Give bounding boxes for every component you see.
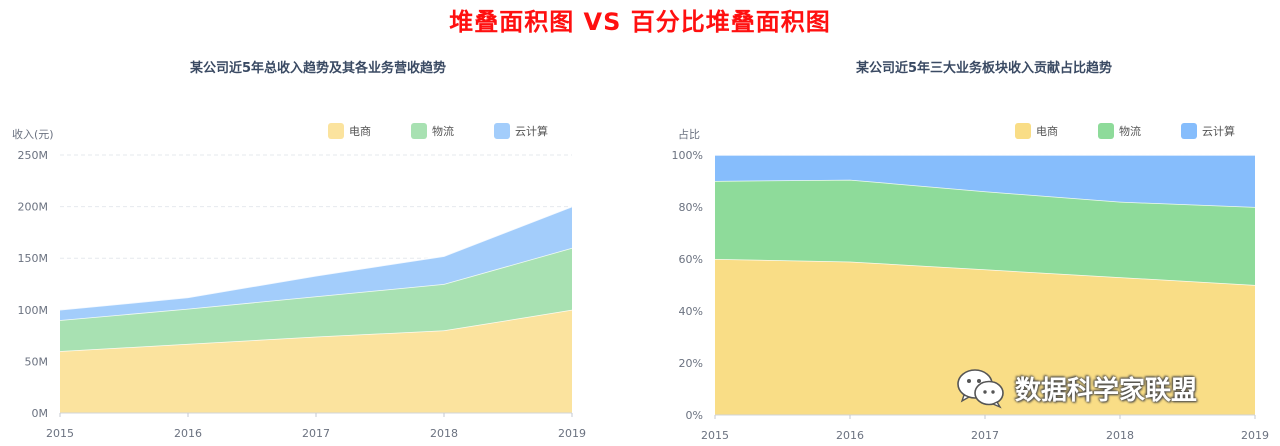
watermark-text: 数据科学家联盟 (1015, 375, 1198, 406)
x-ticks: 2015 2016 2017 2018 2019 (701, 414, 1269, 442)
x-tick-label: 2017 (971, 429, 999, 442)
percent-stacked-area-chart: 某公司近5年三大业务板块收入贡献占比趋势 占比 0% 20% 40% 60% 80% 10… (672, 60, 1269, 442)
legend-swatch[interactable] (1181, 123, 1197, 139)
wechat-icon (957, 369, 1004, 409)
x-ticks: 2015 2016 2017 2018 2019 (46, 412, 586, 440)
x-tick-label: 2019 (1241, 429, 1269, 442)
y-tick-label: 100% (672, 149, 703, 162)
y-axis-label: 收入(元) (12, 127, 54, 141)
y-tick-label: 20% (679, 357, 703, 370)
x-tick-label: 2018 (1106, 429, 1134, 442)
y-axis-label: 占比 (678, 127, 700, 141)
legend-label[interactable]: 云计算 (515, 124, 548, 138)
area-series-2[interactable] (60, 206, 572, 321)
area-series-0[interactable] (60, 309, 572, 413)
legend[interactable]: 电商 物流 云计算 (328, 123, 548, 139)
y-ticks: 0% 20% 40% 60% 80% 100% (672, 149, 703, 422)
page-title: 堆叠面积图 VS 百分比堆叠面积图 (449, 8, 831, 36)
area-series-1[interactable] (715, 179, 1255, 285)
x-tick-label: 2016 (174, 427, 202, 440)
y-tick-label: 100M (18, 304, 49, 317)
legend-swatch[interactable] (1015, 123, 1031, 139)
x-tick-label: 2017 (302, 427, 330, 440)
x-tick-label: 2015 (46, 427, 74, 440)
legend-label[interactable]: 电商 (1036, 124, 1058, 138)
area-series-2[interactable] (715, 155, 1255, 207)
x-tick-label: 2018 (430, 427, 458, 440)
y-tick-label: 40% (679, 305, 703, 318)
x-tick-label: 2016 (836, 429, 864, 442)
y-tick-label: 250M (18, 149, 49, 162)
y-ticks: 0M 50M 100M 150M 200M 250M (18, 149, 49, 420)
legend-label[interactable]: 物流 (432, 124, 454, 138)
legend-swatch[interactable] (494, 123, 510, 139)
y-tick-label: 200M (18, 201, 49, 214)
x-tick-label: 2015 (701, 429, 729, 442)
area-series-1[interactable] (60, 247, 572, 352)
legend-swatch[interactable] (328, 123, 344, 139)
legend-label[interactable]: 云计算 (1202, 124, 1235, 138)
area-series-0[interactable] (715, 259, 1255, 415)
y-tick-label: 150M (18, 252, 49, 265)
chart-title: 某公司近5年总收入趋势及其各业务营收趋势 (189, 60, 446, 76)
legend-swatch[interactable] (411, 123, 427, 139)
legend-label[interactable]: 电商 (349, 124, 371, 138)
chart-title: 某公司近5年三大业务板块收入贡献占比趋势 (855, 60, 1112, 76)
y-tick-label: 50M (25, 355, 49, 368)
legend-swatch[interactable] (1098, 123, 1114, 139)
y-tick-label: 0% (686, 409, 703, 422)
series-line-2 (59, 205, 573, 311)
areas (714, 154, 1256, 415)
areas (59, 205, 573, 413)
y-tick-label: 80% (679, 201, 703, 214)
y-tick-label: 0M (32, 407, 49, 420)
legend[interactable]: 电商 物流 云计算 (1015, 123, 1235, 139)
stacked-area-chart: 某公司近5年总收入趋势及其各业务营收趋势 收入(元) 0M 50M 100M 150M… (12, 60, 586, 440)
y-tick-label: 60% (679, 253, 703, 266)
x-tick-label: 2019 (558, 427, 586, 440)
watermark: 数据科学家联盟 (955, 366, 1255, 410)
legend-label[interactable]: 物流 (1119, 124, 1141, 138)
